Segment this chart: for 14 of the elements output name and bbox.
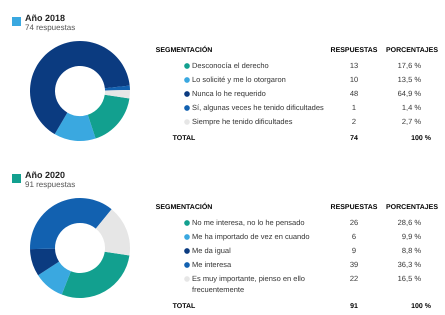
donut-slice: [38, 262, 71, 295]
chart-title: Año 2018: [25, 13, 66, 23]
donut-slice: [104, 90, 130, 98]
donut-slice: [96, 209, 130, 256]
donut-slice: [88, 94, 130, 139]
chart-subtitle: 74 respuestas: [25, 23, 76, 32]
chart-subtitle: 91 respuestas: [25, 180, 76, 189]
donut-slice: [30, 198, 112, 250]
chart-title: Año 2020: [25, 170, 66, 180]
donut-slice: [30, 41, 130, 134]
donut-slice: [62, 252, 130, 298]
donut-slice: [30, 248, 60, 276]
donut-slice: [104, 86, 130, 90]
donut-slice: [54, 112, 96, 141]
